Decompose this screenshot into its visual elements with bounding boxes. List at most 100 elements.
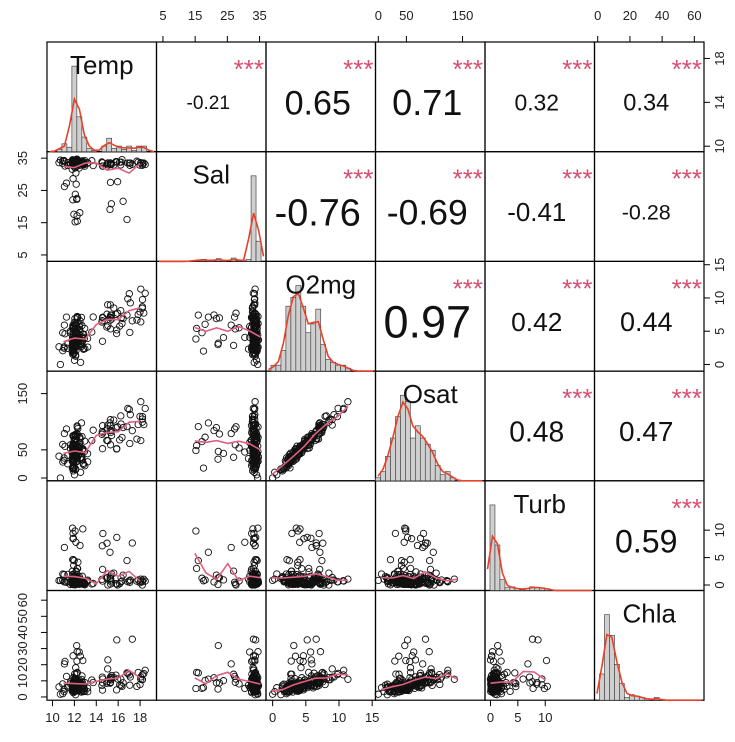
scatter-point bbox=[227, 660, 235, 668]
scatter-point bbox=[113, 533, 121, 542]
scatter-point bbox=[529, 684, 537, 693]
histogram-bar-Sal bbox=[250, 175, 257, 262]
scatter-point bbox=[280, 680, 288, 688]
scatter-point bbox=[246, 648, 254, 656]
scatter-point bbox=[214, 455, 222, 463]
scatter-point bbox=[423, 578, 431, 586]
scatter-point bbox=[392, 670, 400, 678]
scatter-point bbox=[71, 527, 79, 535]
scatter-point bbox=[419, 660, 427, 668]
scatter-point bbox=[112, 445, 121, 453]
scatter-point bbox=[249, 317, 258, 325]
scatter-point bbox=[79, 525, 87, 533]
scatter-point bbox=[98, 445, 107, 453]
scatter-point bbox=[300, 535, 308, 543]
scatter-point bbox=[61, 578, 69, 586]
axis-tick-label-left-Chla: 10 bbox=[15, 674, 30, 688]
smooth-line bbox=[380, 673, 458, 691]
axis-tick-label-bottom-Temp: 14 bbox=[89, 710, 103, 725]
histogram-bar-Osat bbox=[434, 465, 441, 482]
scatter-point bbox=[192, 335, 200, 343]
scatter-point bbox=[124, 295, 132, 303]
significance-stars-Sal-Chla: *** bbox=[672, 164, 702, 194]
axis-tick-label-bottom-Turb: 0 bbox=[487, 710, 494, 725]
scatter-point bbox=[98, 565, 107, 574]
axis-tick-label-right-Turb: 10 bbox=[712, 523, 727, 537]
correlation-value-Sal-O2mg: -0.76 bbox=[275, 192, 361, 234]
scatter-point bbox=[494, 641, 502, 650]
scatter-point bbox=[117, 412, 125, 420]
scatter-point bbox=[249, 422, 257, 430]
axis-tick-label-bottom-O2mg: 15 bbox=[365, 710, 379, 725]
axis-tick-label-left-Chla: 0 bbox=[15, 693, 30, 700]
scatter-point bbox=[98, 542, 106, 550]
scatter-point bbox=[104, 665, 112, 673]
scatter-point bbox=[106, 548, 114, 556]
scatter-point bbox=[418, 573, 426, 582]
scatter-point bbox=[73, 422, 81, 430]
scatter-panel-O2mg-vs-Sal bbox=[192, 285, 263, 369]
axis-tick-label-top-Osat: 50 bbox=[399, 8, 413, 23]
scatter-point bbox=[277, 691, 285, 699]
scatter-panel-Chla-vs-O2mg bbox=[268, 635, 352, 699]
scatter-panel-Osat-vs-Sal bbox=[192, 398, 263, 482]
scatter-point bbox=[194, 669, 202, 677]
histogram-bar-Chla bbox=[604, 614, 610, 701]
scatter-point bbox=[247, 687, 256, 696]
scatter-point bbox=[254, 524, 262, 532]
scatter-point bbox=[406, 657, 414, 666]
scatter-point bbox=[118, 682, 126, 691]
scatter-point bbox=[59, 440, 67, 449]
scatter-panel-Turb-vs-Temp bbox=[55, 524, 149, 589]
axis-tick-label-right-Temp: 18 bbox=[712, 51, 727, 65]
scatter-point bbox=[112, 329, 121, 338]
scatter-point bbox=[251, 668, 260, 677]
histogram-bar-O2mg bbox=[335, 364, 341, 372]
significance-stars-Turb-Chla: *** bbox=[672, 493, 702, 523]
correlation-value-O2mg-Chla: 0.44 bbox=[620, 307, 673, 337]
scatter-point bbox=[201, 320, 209, 328]
scatter-point bbox=[495, 648, 503, 656]
smooth-line bbox=[270, 405, 349, 476]
scatter-point bbox=[487, 652, 496, 660]
scatter-point bbox=[288, 529, 296, 538]
scatter-point bbox=[128, 635, 136, 643]
scatter-point bbox=[198, 574, 206, 582]
scatter-point bbox=[432, 569, 440, 577]
scatter-point bbox=[61, 330, 69, 338]
scatter-point bbox=[251, 404, 259, 413]
scatter-point bbox=[59, 458, 67, 466]
scatter-point bbox=[69, 324, 77, 332]
histogram-bar-Osat bbox=[410, 437, 416, 482]
scatter-point bbox=[69, 577, 77, 585]
axis-tick-label-right-Temp: 14 bbox=[712, 95, 727, 109]
axis-tick-label-left-Sal: 35 bbox=[15, 151, 30, 165]
variable-label-Chla: Chla bbox=[623, 599, 677, 629]
scatter-point bbox=[303, 636, 311, 644]
scatter-point bbox=[76, 358, 85, 367]
scatter-point bbox=[74, 424, 82, 433]
significance-stars-O2mg-Chla: *** bbox=[672, 273, 702, 303]
axis-tick-label-top-Osat: 0 bbox=[375, 8, 382, 23]
scatter-point bbox=[312, 635, 320, 643]
smooth-line bbox=[194, 325, 261, 338]
scatter-point bbox=[89, 426, 97, 434]
scatter-point bbox=[104, 656, 112, 664]
scatter-point bbox=[98, 313, 107, 321]
scatter-point bbox=[491, 668, 500, 677]
significance-stars-Temp-Osat: *** bbox=[453, 54, 483, 84]
panel-border-Turb-Temp bbox=[46, 480, 158, 592]
scatter-point bbox=[137, 285, 145, 293]
scatter-point bbox=[422, 579, 430, 588]
scatter-point bbox=[444, 578, 452, 586]
smooth-line bbox=[63, 669, 141, 685]
scatter-point bbox=[72, 664, 80, 672]
scatter-point bbox=[251, 309, 259, 317]
smooth-line bbox=[63, 569, 141, 585]
scatter-point bbox=[104, 581, 112, 589]
scatter-point bbox=[294, 558, 302, 566]
scatter-point bbox=[489, 672, 497, 681]
scatter-point bbox=[307, 534, 315, 542]
scatter-point bbox=[400, 538, 408, 546]
scatter-point bbox=[112, 310, 120, 318]
